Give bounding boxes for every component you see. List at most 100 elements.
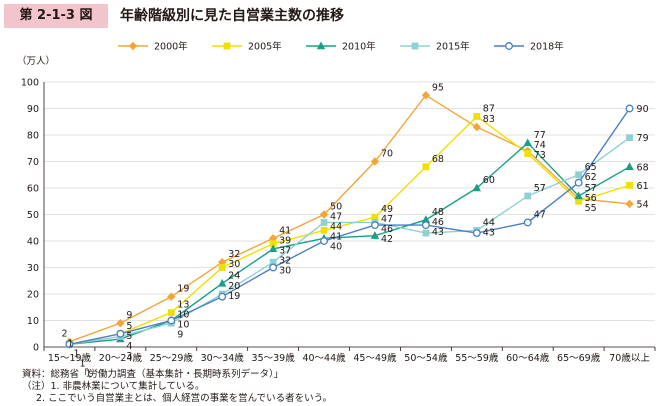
- data-labels: 2111195543191310109323024201941393732305…: [61, 82, 648, 379]
- data-point: [625, 104, 634, 113]
- legend-marker: [316, 41, 326, 50]
- data-label: 62: [585, 172, 597, 183]
- y-tick-label: 10: [27, 316, 39, 327]
- gridlines: [44, 81, 655, 321]
- legend-marker: [223, 42, 231, 50]
- data-point: [167, 309, 175, 316]
- data-point: [371, 221, 379, 230]
- data-point: [626, 134, 633, 142]
- data-point: [574, 191, 583, 200]
- data-label: 83: [483, 114, 495, 125]
- data-label: 46: [432, 217, 444, 228]
- legend-marker: [411, 42, 419, 50]
- data-label: 47: [534, 209, 546, 220]
- y-tick-label: 80: [27, 131, 39, 142]
- legend-label: 2010年: [342, 41, 376, 53]
- data-point: [269, 263, 278, 272]
- data-label: 10: [177, 310, 189, 321]
- data-label: 32: [279, 255, 291, 266]
- data-label: 65: [585, 162, 597, 173]
- data-point: [320, 219, 328, 226]
- data-label: 49: [381, 204, 393, 215]
- data-label: 24: [228, 270, 240, 281]
- data-point: [524, 150, 532, 157]
- data-point: [625, 199, 634, 209]
- series-line: [69, 141, 630, 346]
- data-label: 30: [228, 259, 240, 270]
- series-2005年: [66, 113, 633, 348]
- data-point: [218, 292, 227, 301]
- data-point: [370, 231, 380, 239]
- legend: 2000年 2005年 2010年 2015年 2018年: [118, 41, 564, 53]
- legend-item: 2015年: [400, 41, 470, 53]
- y-tick-label: 100: [21, 78, 39, 89]
- data-point: [370, 157, 380, 166]
- x-tick-label: 60～64歳: [506, 352, 550, 364]
- y-tick-label: 20: [27, 290, 39, 301]
- data-point: [472, 229, 481, 237]
- data-point: [575, 197, 583, 205]
- data-label: 43: [432, 227, 444, 238]
- x-tick-label: 45～49歳: [353, 352, 397, 364]
- data-label: 9: [177, 330, 183, 341]
- data-label: 68: [637, 162, 649, 173]
- data-label: 77: [534, 130, 546, 141]
- figure-number-badge: 第 2-1-3 図: [4, 4, 108, 28]
- data-label: 79: [637, 133, 649, 144]
- data-point: [218, 264, 226, 271]
- data-label: 1: [73, 349, 79, 360]
- data-label: 10: [177, 320, 189, 331]
- series-line: [69, 94, 630, 343]
- series-line: [69, 137, 630, 346]
- series-line: [69, 108, 631, 346]
- data-point: [116, 329, 125, 338]
- x-tick-label: 40～44歳: [302, 352, 346, 364]
- data-label: 95: [432, 82, 444, 93]
- y-tick-label: 90: [27, 104, 39, 115]
- data-point: [524, 192, 532, 200]
- data-point: [320, 227, 328, 234]
- data-label: 37: [279, 245, 291, 256]
- data-point: [268, 244, 278, 253]
- data-point: [473, 113, 481, 120]
- data-point: [523, 218, 532, 227]
- legend-marker: [128, 41, 138, 51]
- data-label: 42: [381, 234, 393, 245]
- data-label: 60: [483, 175, 495, 186]
- data-label: 4: [126, 341, 132, 352]
- x-tick-label: 20～24歳: [99, 352, 143, 364]
- data-point: [65, 340, 74, 349]
- series-lines: [65, 91, 634, 349]
- data-point: [422, 163, 430, 171]
- note-1: （注）1. 非農林業について集計している。: [22, 381, 205, 392]
- data-point: [472, 183, 481, 192]
- note-2: 2. ここでいう自営業主とは、個人経営の事業を営んでいる者をいう。: [36, 393, 333, 404]
- data-label: 20: [228, 281, 240, 292]
- x-tick-label: 25～29歳: [150, 352, 194, 364]
- data-point: [116, 318, 125, 328]
- data-label: 87: [483, 103, 495, 114]
- series-2000年: [65, 91, 634, 346]
- data-label: 13: [177, 300, 189, 311]
- legend-label: 2000年: [154, 41, 188, 53]
- data-point: [472, 122, 481, 132]
- data-label: 40: [330, 242, 342, 253]
- x-tick-label: 50～54歳: [404, 352, 448, 364]
- y-tick-label: 30: [27, 263, 39, 274]
- data-label: 43: [483, 227, 495, 238]
- data-point: [371, 213, 379, 221]
- x-tick-label: 55～59歳: [455, 352, 499, 364]
- legend-item: 2000年: [118, 41, 188, 53]
- data-label: 47: [330, 212, 342, 223]
- data-point: [575, 171, 583, 179]
- series-line: [69, 115, 630, 346]
- x-tick-label: 30～34歳: [201, 352, 245, 364]
- data-label: 74: [534, 140, 546, 151]
- legend-item: 2005年: [212, 41, 282, 53]
- data-point: [625, 162, 634, 170]
- data-point: [626, 181, 633, 189]
- legend-item: 2018年: [494, 41, 564, 53]
- data-point: [269, 258, 277, 266]
